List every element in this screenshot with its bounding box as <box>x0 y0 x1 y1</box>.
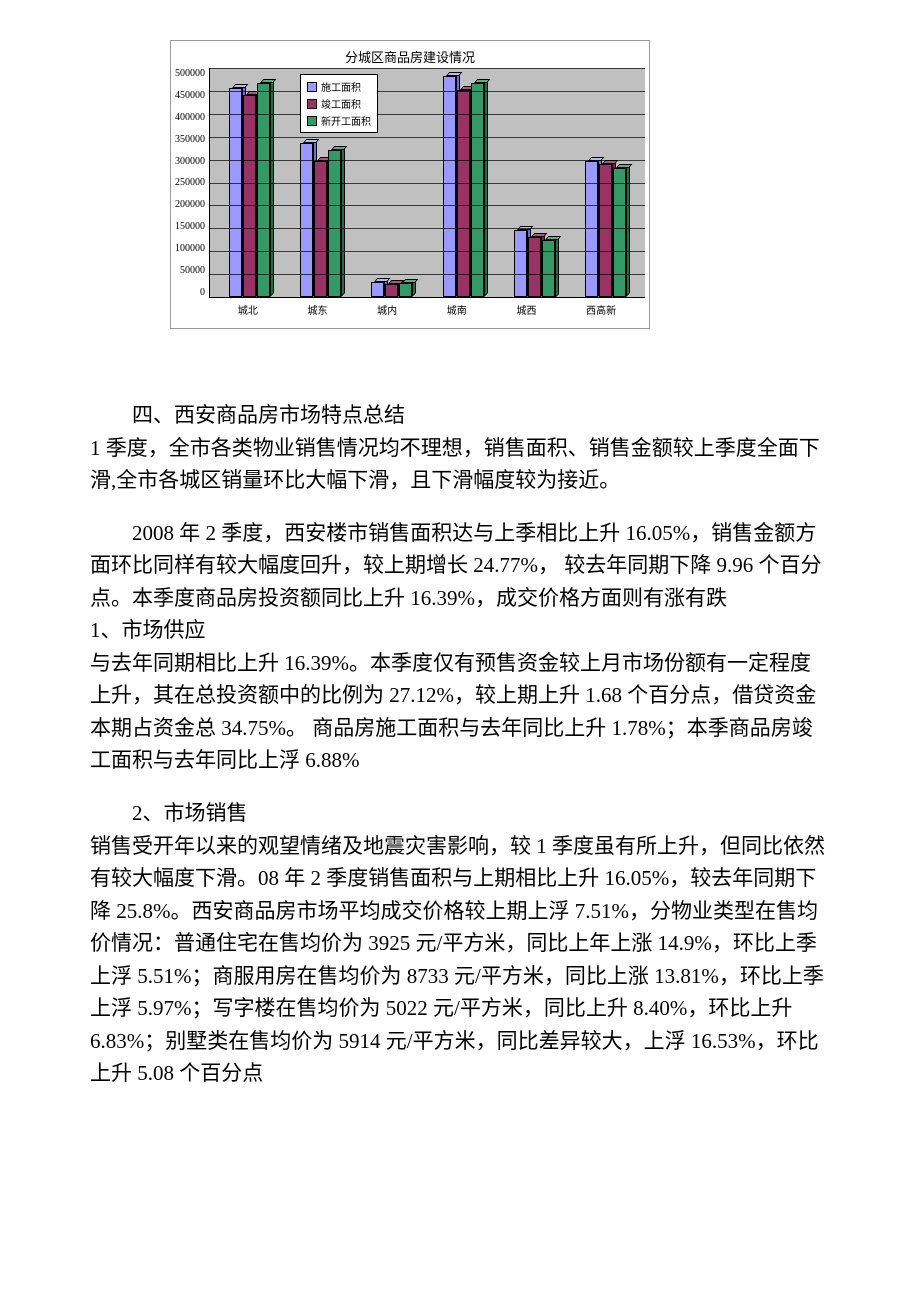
chart-x-axis: 城北 城东 城内 城南 城西 西高新 <box>209 298 645 317</box>
document-text: 四、西安商品房市场特点总结 1 季度，全市各类物业销售情况均不理想，销售面积、销… <box>90 399 830 1090</box>
chart-plot-area: 施工面积竣工面积新开工面积 <box>209 68 645 298</box>
q2-paragraph: 2008 年 2 季度，西安楼市销售面积达与上季相比上升 16.05%，销售金额… <box>90 517 830 615</box>
y-tick-label: 500000 <box>175 68 205 79</box>
supply-paragraph: 与去年同期相比上升 16.39%。本季度仅有预售资金较上月市场份额有一定程度上升… <box>90 647 830 777</box>
chart-y-axis: 5000004500004000003500003000002500002000… <box>175 68 209 298</box>
legend-label: 新开工面积 <box>321 113 371 128</box>
x-tick-label: 城西 <box>516 302 536 317</box>
y-tick-label: 300000 <box>175 156 205 167</box>
supply-heading: 1、市场供应 <box>90 614 830 647</box>
gridline <box>210 183 645 184</box>
y-tick-label: 250000 <box>175 177 205 188</box>
gridline <box>210 91 645 92</box>
y-tick-label: 150000 <box>175 221 205 232</box>
chart-body: 5000004500004000003500003000002500002000… <box>171 68 649 328</box>
gridline <box>210 274 645 275</box>
x-tick-label: 城东 <box>307 302 327 317</box>
chart-plot-wrap: 施工面积竣工面积新开工面积 城北 城东 城内 城南 城西 西高新 <box>209 68 645 324</box>
legend-label: 施工面积 <box>321 79 361 94</box>
legend-label: 竣工面积 <box>321 96 361 111</box>
sales-heading: 2、市场销售 <box>90 797 830 830</box>
y-tick-label: 200000 <box>175 199 205 210</box>
y-tick-label: 400000 <box>175 112 205 123</box>
gridline <box>210 251 645 252</box>
q1-paragraph: 1 季度，全市各类物业销售情况均不理想，销售面积、销售金额较上季度全面下滑,全市… <box>90 432 830 497</box>
y-tick-label: 350000 <box>175 134 205 145</box>
gridline <box>210 68 645 69</box>
gridline <box>210 114 645 115</box>
district-construction-chart: 分城区商品房建设情况 50000045000040000035000030000… <box>170 40 650 329</box>
gridline <box>210 160 645 161</box>
x-tick-label: 城内 <box>377 302 397 317</box>
y-tick-label: 450000 <box>175 90 205 101</box>
y-tick-label: 50000 <box>180 265 205 276</box>
section-4-heading: 四、西安商品房市场特点总结 <box>90 399 830 432</box>
legend-item: 施工面积 <box>307 78 371 95</box>
chart-title: 分城区商品房建设情况 <box>171 41 649 68</box>
legend-item: 竣工面积 <box>307 95 371 112</box>
legend-swatch <box>307 99 317 109</box>
gridline <box>210 228 645 229</box>
chart-legend: 施工面积竣工面积新开工面积 <box>300 74 378 133</box>
gridline <box>210 205 645 206</box>
x-tick-label: 城南 <box>447 302 467 317</box>
y-tick-label: 100000 <box>175 243 205 254</box>
legend-item: 新开工面积 <box>307 112 371 129</box>
y-tick-label: 0 <box>200 287 205 298</box>
gridline <box>210 137 645 138</box>
legend-swatch <box>307 82 317 92</box>
x-tick-label: 西高新 <box>586 302 616 317</box>
sales-paragraph: 销售受开年以来的观望情绪及地震灾害影响，较 1 季度虽有所上升，但同比依然有较大… <box>90 830 830 1090</box>
legend-swatch <box>307 116 317 126</box>
x-tick-label: 城北 <box>238 302 258 317</box>
